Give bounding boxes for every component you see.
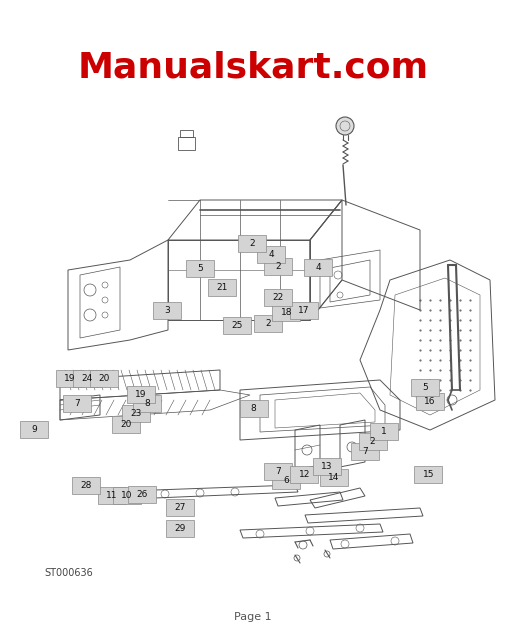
Text: 15: 15 xyxy=(423,470,434,479)
FancyBboxPatch shape xyxy=(290,302,318,319)
FancyBboxPatch shape xyxy=(113,488,141,504)
FancyBboxPatch shape xyxy=(290,466,318,483)
Text: 16: 16 xyxy=(424,397,436,406)
FancyBboxPatch shape xyxy=(63,396,91,412)
Text: 19: 19 xyxy=(64,374,76,383)
Text: 25: 25 xyxy=(232,321,243,330)
Text: 4: 4 xyxy=(315,263,321,272)
FancyBboxPatch shape xyxy=(56,370,84,387)
Text: 1: 1 xyxy=(381,427,387,436)
Text: 13: 13 xyxy=(321,463,333,471)
FancyBboxPatch shape xyxy=(319,469,348,485)
FancyBboxPatch shape xyxy=(304,259,333,276)
FancyBboxPatch shape xyxy=(411,379,439,396)
Text: ST000636: ST000636 xyxy=(44,568,93,578)
Text: 10: 10 xyxy=(121,492,132,500)
FancyBboxPatch shape xyxy=(264,463,292,480)
Circle shape xyxy=(336,117,354,135)
FancyBboxPatch shape xyxy=(20,421,49,437)
Text: 9: 9 xyxy=(31,425,38,433)
FancyBboxPatch shape xyxy=(90,370,119,387)
Text: 7: 7 xyxy=(74,399,80,408)
Text: Page 1: Page 1 xyxy=(234,612,272,622)
Text: 20: 20 xyxy=(99,374,110,383)
FancyBboxPatch shape xyxy=(416,393,444,410)
FancyBboxPatch shape xyxy=(238,235,267,252)
FancyBboxPatch shape xyxy=(257,246,285,262)
Text: 2: 2 xyxy=(275,262,281,271)
Text: 29: 29 xyxy=(174,524,186,533)
FancyBboxPatch shape xyxy=(166,521,194,537)
Text: 7: 7 xyxy=(362,447,368,456)
Text: 8: 8 xyxy=(144,399,150,408)
Text: 2: 2 xyxy=(249,239,256,248)
Text: 4: 4 xyxy=(268,250,274,259)
Text: 8: 8 xyxy=(250,404,257,413)
Text: 21: 21 xyxy=(216,283,228,292)
Text: 2: 2 xyxy=(265,319,271,327)
Text: 11: 11 xyxy=(106,492,117,500)
FancyBboxPatch shape xyxy=(112,416,140,432)
FancyBboxPatch shape xyxy=(186,261,214,277)
Text: 20: 20 xyxy=(120,420,131,428)
FancyBboxPatch shape xyxy=(153,302,182,319)
Text: 5: 5 xyxy=(422,383,428,392)
Text: 5: 5 xyxy=(197,264,203,273)
Text: 18: 18 xyxy=(281,309,292,317)
Text: 22: 22 xyxy=(272,293,283,302)
FancyBboxPatch shape xyxy=(73,370,101,387)
Text: Manualskart.com: Manualskart.com xyxy=(78,51,428,85)
FancyBboxPatch shape xyxy=(166,500,194,516)
FancyBboxPatch shape xyxy=(122,406,150,422)
FancyBboxPatch shape xyxy=(264,290,292,306)
Text: 19: 19 xyxy=(135,390,147,399)
FancyBboxPatch shape xyxy=(358,433,387,450)
Text: 7: 7 xyxy=(275,467,281,476)
FancyBboxPatch shape xyxy=(313,459,341,475)
Text: 28: 28 xyxy=(81,481,92,490)
Text: 26: 26 xyxy=(136,490,148,498)
Text: 12: 12 xyxy=(299,470,310,479)
FancyBboxPatch shape xyxy=(370,423,399,440)
FancyBboxPatch shape xyxy=(72,478,100,494)
FancyBboxPatch shape xyxy=(208,280,236,296)
FancyBboxPatch shape xyxy=(127,386,155,403)
Text: 17: 17 xyxy=(299,306,310,315)
Text: 3: 3 xyxy=(164,306,170,315)
Text: 23: 23 xyxy=(130,410,141,418)
FancyBboxPatch shape xyxy=(254,315,282,331)
Text: 6: 6 xyxy=(283,476,289,485)
FancyBboxPatch shape xyxy=(239,401,268,417)
FancyBboxPatch shape xyxy=(97,488,126,504)
Text: 24: 24 xyxy=(82,374,93,383)
FancyBboxPatch shape xyxy=(272,473,301,489)
Text: 27: 27 xyxy=(174,504,186,512)
FancyBboxPatch shape xyxy=(414,466,443,483)
Text: 14: 14 xyxy=(328,473,339,481)
Text: 2: 2 xyxy=(370,437,376,446)
FancyBboxPatch shape xyxy=(351,444,379,460)
FancyBboxPatch shape xyxy=(128,486,156,502)
FancyBboxPatch shape xyxy=(264,258,292,274)
FancyBboxPatch shape xyxy=(272,305,301,321)
FancyBboxPatch shape xyxy=(223,317,251,334)
FancyBboxPatch shape xyxy=(133,396,161,412)
